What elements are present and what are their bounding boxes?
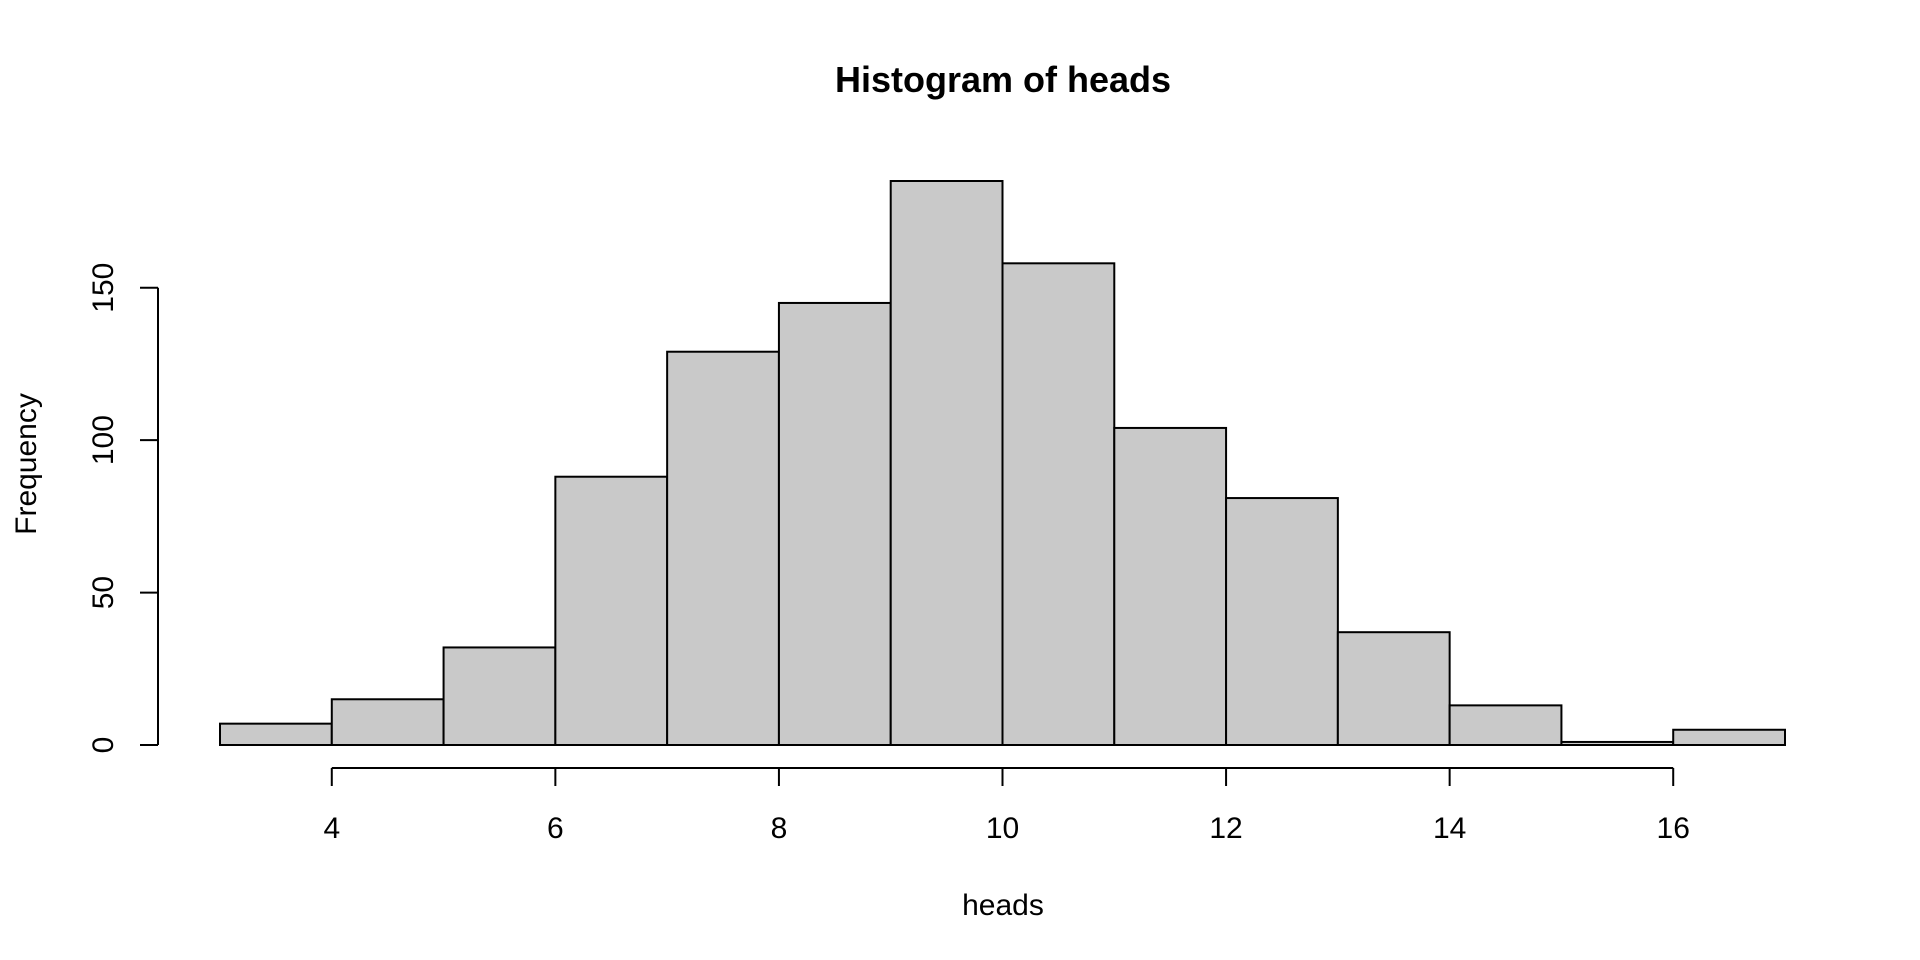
chart-title: Histogram of heads [835,59,1171,100]
x-axis: 4 6 8 10 12 14 16 [323,767,1690,845]
histogram-bar [1672,728,1786,747]
histogram-bar [1336,631,1451,747]
histogram-bar [777,301,892,746]
y-tick-label: 0 [87,737,120,754]
x-axis-label: heads [962,889,1044,922]
y-axis-label: Frequency [10,393,43,535]
y-tick-label: 100 [87,415,120,465]
y-axis: 0 50 100 150 [87,263,159,754]
x-tick-label: 4 [323,812,340,845]
x-tick-label: 14 [1433,812,1466,845]
histogram-bar [554,475,669,746]
histogram-bar [889,180,1004,746]
histogram-bar [1225,497,1339,746]
x-tick-label: 6 [547,812,564,845]
histogram-bar [442,646,557,746]
histogram-bar [1113,426,1228,746]
histogram-bar [330,698,445,746]
histogram-bar [1560,740,1675,747]
y-tick-label: 150 [87,263,120,313]
x-tick-label: 16 [1657,812,1690,845]
x-tick-label: 12 [1209,812,1242,845]
histogram-bar [666,350,780,746]
y-tick-label: 50 [87,576,120,609]
histogram-bar [219,722,333,747]
x-tick-label: 8 [771,812,788,845]
x-tick-label: 10 [986,812,1019,845]
histogram-bar [1448,704,1563,746]
histogram-bar [1001,262,1116,746]
bars-group [219,180,1786,747]
